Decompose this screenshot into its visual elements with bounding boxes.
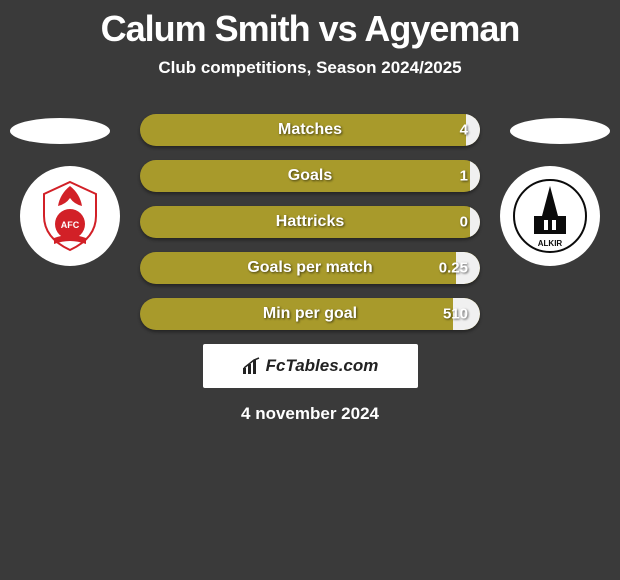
date-line: 4 november 2024: [0, 404, 620, 424]
stat-bar: Matches 4: [140, 114, 480, 146]
page-subtitle: Club competitions, Season 2024/2025: [0, 58, 620, 78]
stat-fill-right: [470, 206, 480, 238]
content-area: AFC ALKIR Matches 4 Goals 1 Hattricks 0 Goals …: [0, 114, 620, 424]
bars-icon: [242, 356, 262, 376]
left-club-badge: AFC: [20, 166, 120, 266]
stat-bar: Min per goal 510: [140, 298, 480, 330]
stat-fill-right: [466, 114, 480, 146]
afc-badge-icon: AFC: [30, 176, 110, 256]
stat-bar: Goals per match 0.25: [140, 252, 480, 284]
stat-label: Matches: [278, 121, 342, 139]
stat-value-right: 0.25: [439, 260, 468, 277]
brand-text: FcTables.com: [266, 356, 379, 376]
stat-label: Goals per match: [247, 259, 372, 277]
stat-label: Goals: [288, 167, 332, 185]
falkirk-badge-icon: ALKIR: [510, 176, 590, 256]
stat-label: Hattricks: [276, 213, 344, 231]
right-club-badge: ALKIR: [500, 166, 600, 266]
page-title: Calum Smith vs Agyeman: [0, 0, 620, 50]
stat-value-right: 510: [443, 306, 468, 323]
brand-box: FcTables.com: [203, 344, 418, 388]
stat-fill-right: [470, 160, 480, 192]
left-player-pill: [10, 118, 110, 144]
stat-value-right: 1: [460, 168, 468, 185]
stat-value-right: 4: [460, 122, 468, 139]
stat-value-right: 0: [460, 214, 468, 231]
stat-bar: Goals 1: [140, 160, 480, 192]
stat-label: Min per goal: [263, 305, 357, 323]
right-player-pill: [510, 118, 610, 144]
svg-text:AFC: AFC: [61, 220, 80, 230]
stat-bar: Hattricks 0: [140, 206, 480, 238]
svg-text:ALKIR: ALKIR: [538, 239, 563, 248]
stats-list: Matches 4 Goals 1 Hattricks 0 Goals per match 0…: [140, 114, 480, 330]
